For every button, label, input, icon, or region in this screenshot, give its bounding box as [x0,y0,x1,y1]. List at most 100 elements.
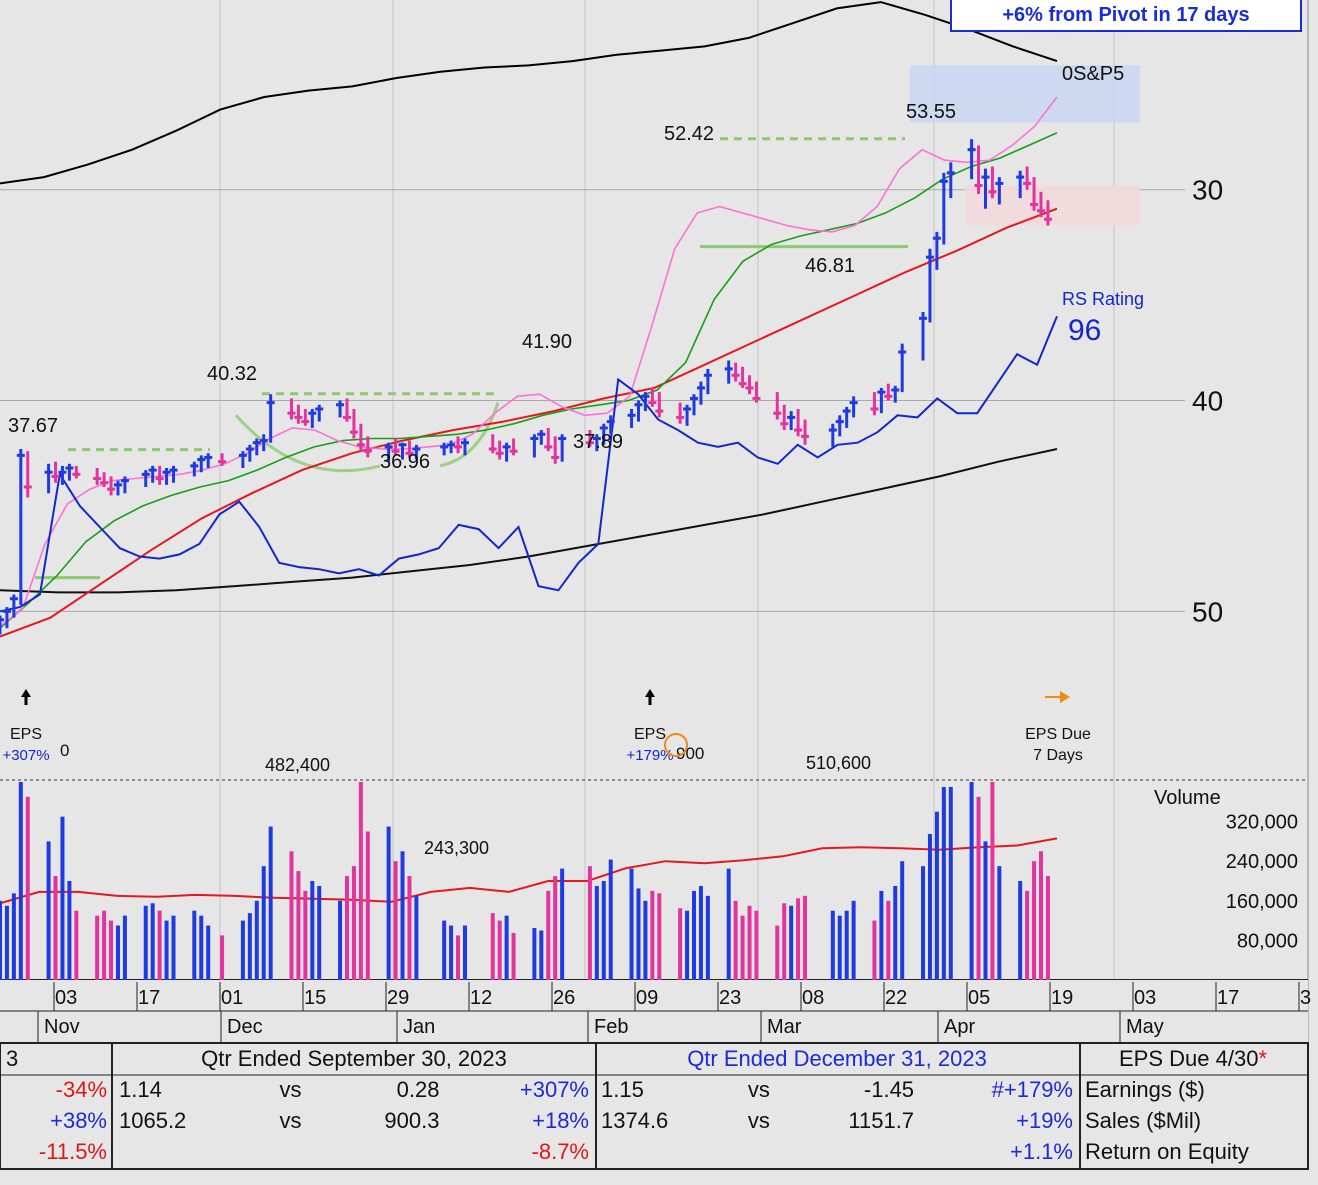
range-shading [910,65,1140,226]
day-label: 03 [1134,987,1156,1009]
event-detail: +179% [626,747,673,764]
ma50-line [0,207,1058,638]
eps-highlight-circle [664,733,688,757]
q1-change: +18% [532,1107,589,1133]
q1-vs [259,1136,322,1167]
volume-bar [74,910,79,980]
volume-bar [532,928,537,980]
ma21-line [0,132,1058,629]
sp500-label: 0S&P5 [1062,63,1124,85]
volume-bar [95,915,100,980]
volume-bar [0,900,2,980]
q1-change: +307% [519,1076,589,1102]
day-label: 17 [138,987,160,1009]
fundamentals-row: -34% 1.14 vs 0.28 +307% 1.15 vs -1.45 #+… [0,1074,1307,1105]
volume-tick-label: 320,000 [1226,812,1298,834]
volume-tick-label: 80,000 [1237,930,1298,952]
row-label: Return on Equity [1085,1138,1249,1164]
price-annotation: 36.96 [380,451,430,473]
day-label: 03 [55,987,77,1009]
price-annotation: 46.81 [805,255,855,277]
volume-bar [122,915,127,980]
price-tick-label: 40 [1192,386,1223,417]
volume-bar [358,782,363,980]
volume-bar [157,910,162,980]
volume-bars [0,782,1050,980]
volume-bar [844,910,849,980]
volume-bar [650,890,655,980]
volume-bar [948,786,953,980]
volume-bar [594,885,599,980]
volume-bar [1025,890,1030,980]
event-title: EPS Due [1025,726,1091,743]
price-tick-label: 30 [1192,175,1223,206]
volume-bar [705,895,710,980]
month-label: Apr [944,1016,975,1038]
volume-bar [220,935,225,980]
month-label: May [1126,1016,1164,1038]
q1-vs: vs [279,1076,302,1102]
volume-bar [601,881,606,980]
volume-bar [1039,851,1043,980]
volume-bar [462,925,467,980]
volume-bar [338,900,343,980]
volume-bar [1018,881,1023,980]
day-label: 26 [553,987,575,1009]
volume-bar [400,851,405,980]
q2-prior: 1151.7 [848,1107,915,1133]
volume-bar [442,920,447,980]
q2-change: +19% [1016,1107,1073,1133]
volume-bar [692,890,696,980]
event-trailing: 0 [60,741,69,760]
volume-bar [490,913,495,980]
buy-zone-shade [910,65,1140,123]
volume-bar [851,900,856,980]
day-label: 05 [968,987,990,1009]
q1-change: -8.7% [531,1138,589,1164]
volume-bar [143,905,148,980]
volume-bar [560,868,565,980]
volume-tick-label: 160,000 [1226,891,1298,913]
volume-bar [67,881,72,980]
volume-bar [608,859,613,980]
volume-bar [754,910,759,980]
volume-bar [497,920,502,980]
volume-bar [921,866,926,980]
volume-bar [345,876,349,980]
volume-bar [886,900,891,980]
volume-annotation: 482,400 [265,755,330,775]
volume-bar [796,898,801,980]
volume-annotation: 510,600 [806,753,871,773]
pivot-banner: +6% from Pivot in 17 days [950,0,1302,32]
day-label: 22 [885,987,907,1009]
price-bars [0,139,1052,635]
volume-bar [317,885,322,980]
prev-change: -11.5% [38,1138,107,1164]
event-title: EPS [10,726,42,743]
volume-bar [261,866,266,980]
month-label: Dec [227,1016,263,1038]
volume-bar [511,932,516,980]
event-detail: 7 Days [1033,747,1083,764]
volume-bar [351,866,356,980]
volume-bar [872,920,877,980]
day-label: 15 [304,987,326,1009]
volume-bar [976,796,981,980]
volume-bar [46,841,51,980]
q2-vs: vs [747,1076,770,1102]
volume-bar [893,885,898,980]
volume-bar [983,841,988,980]
event-trailing: 900 [676,744,704,763]
q2-prior: -1.45 [863,1076,915,1102]
row-label: Earnings ($) [1085,1076,1205,1102]
month-label: Nov [44,1016,80,1038]
price-annotation: 37.67 [8,415,58,437]
volume-bar [1032,861,1037,980]
volume-bar [254,900,259,980]
day-label: 29 [387,987,409,1009]
volume-bar [268,826,273,980]
volume-bar [456,935,461,980]
volume-bar [803,895,808,980]
volume-bar [1045,876,1050,980]
